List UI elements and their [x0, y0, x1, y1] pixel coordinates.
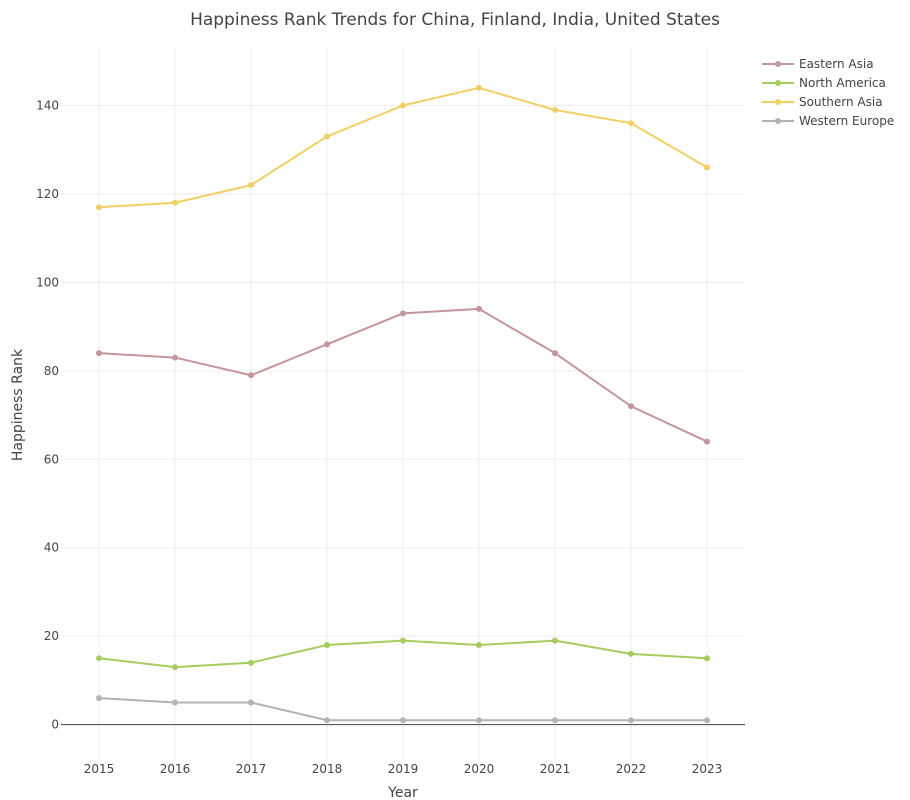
- y-tick-label: 140: [36, 98, 59, 112]
- x-tick-label: 2019: [388, 762, 419, 776]
- data-point-north-america[interactable]: [628, 650, 634, 657]
- data-point-eastern-asia[interactable]: [324, 341, 330, 348]
- data-point-southern-asia[interactable]: [324, 133, 330, 140]
- y-tick-label: 20: [44, 629, 59, 643]
- data-point-western-europe[interactable]: [552, 717, 558, 724]
- chart-title: Happiness Rank Trends for China, Finland…: [190, 10, 720, 30]
- data-point-eastern-asia[interactable]: [476, 305, 482, 312]
- data-point-western-europe[interactable]: [248, 699, 254, 706]
- x-tick-label: 2021: [540, 762, 571, 776]
- data-point-north-america[interactable]: [552, 637, 558, 644]
- data-point-southern-asia[interactable]: [704, 164, 710, 171]
- legend-swatch-marker: [775, 118, 781, 124]
- data-point-north-america[interactable]: [324, 642, 330, 649]
- legend-label: North America: [799, 76, 886, 90]
- y-tick-label: 60: [44, 452, 59, 466]
- data-point-western-europe[interactable]: [324, 717, 330, 724]
- legend-swatch-marker: [775, 99, 781, 105]
- y-tick-label: 40: [44, 541, 59, 555]
- data-point-eastern-asia[interactable]: [552, 350, 558, 357]
- legend-label: Eastern Asia: [799, 57, 874, 71]
- data-point-eastern-asia[interactable]: [400, 310, 406, 317]
- y-tick-label: 100: [36, 275, 59, 289]
- legend-swatch-marker: [775, 61, 781, 67]
- y-axis-title: Happiness Rank: [10, 348, 26, 461]
- data-point-southern-asia[interactable]: [96, 204, 102, 211]
- y-tick-label: 120: [36, 187, 59, 201]
- data-point-western-europe[interactable]: [172, 699, 178, 706]
- data-point-eastern-asia[interactable]: [96, 350, 102, 357]
- data-point-north-america[interactable]: [704, 655, 710, 662]
- data-point-north-america[interactable]: [248, 659, 254, 666]
- x-tick-label: 2020: [464, 762, 495, 776]
- data-point-north-america[interactable]: [400, 637, 406, 644]
- data-point-north-america[interactable]: [96, 655, 102, 662]
- series-western-europe: [96, 695, 710, 724]
- data-point-southern-asia[interactable]: [552, 106, 558, 113]
- data-point-western-europe[interactable]: [96, 695, 102, 702]
- legend-item-southern-asia[interactable]: Southern Asia: [762, 95, 883, 109]
- x-tick-label: 2017: [236, 762, 267, 776]
- legend-item-western-europe[interactable]: Western Europe: [762, 114, 894, 128]
- series-eastern-asia: [96, 305, 710, 445]
- series-north-america: [96, 637, 710, 671]
- x-axis-title: Year: [387, 785, 418, 800]
- axes: 2015 2016 2017 2018 2019 2020 2021 2022 2023 0 20 4…: [36, 98, 722, 776]
- series-southern-asia: [96, 84, 710, 211]
- legend-item-north-america[interactable]: North America: [762, 76, 886, 90]
- x-tick-label: 2015: [84, 762, 115, 776]
- data-point-eastern-asia[interactable]: [172, 354, 178, 361]
- legend[interactable]: Eastern Asia North America Southern Asia We…: [762, 57, 894, 128]
- y-tick-label: 0: [51, 718, 59, 732]
- legend-label: Western Europe: [799, 114, 894, 128]
- data-point-western-europe[interactable]: [628, 717, 634, 724]
- data-point-north-america[interactable]: [476, 642, 482, 649]
- data-point-southern-asia[interactable]: [400, 102, 406, 109]
- series-lines: [96, 84, 710, 724]
- legend-label: Southern Asia: [799, 95, 883, 109]
- data-point-southern-asia[interactable]: [248, 182, 254, 189]
- x-tick-label: 2018: [312, 762, 343, 776]
- data-point-western-europe[interactable]: [704, 717, 710, 724]
- x-tick-label: 2023: [692, 762, 723, 776]
- data-point-western-europe[interactable]: [476, 717, 482, 724]
- grid: [61, 48, 745, 760]
- x-tick-label: 2016: [160, 762, 191, 776]
- data-point-southern-asia[interactable]: [476, 84, 482, 91]
- data-point-eastern-asia[interactable]: [628, 403, 634, 410]
- x-tick-label: 2022: [616, 762, 647, 776]
- data-point-eastern-asia[interactable]: [248, 372, 254, 379]
- data-point-western-europe[interactable]: [400, 717, 406, 724]
- legend-item-eastern-asia[interactable]: Eastern Asia: [762, 57, 874, 71]
- data-point-southern-asia[interactable]: [172, 199, 178, 206]
- y-tick-label: 80: [44, 364, 59, 378]
- data-point-southern-asia[interactable]: [628, 120, 634, 127]
- data-point-eastern-asia[interactable]: [704, 438, 710, 445]
- data-point-north-america[interactable]: [172, 664, 178, 671]
- legend-swatch-marker: [775, 80, 781, 86]
